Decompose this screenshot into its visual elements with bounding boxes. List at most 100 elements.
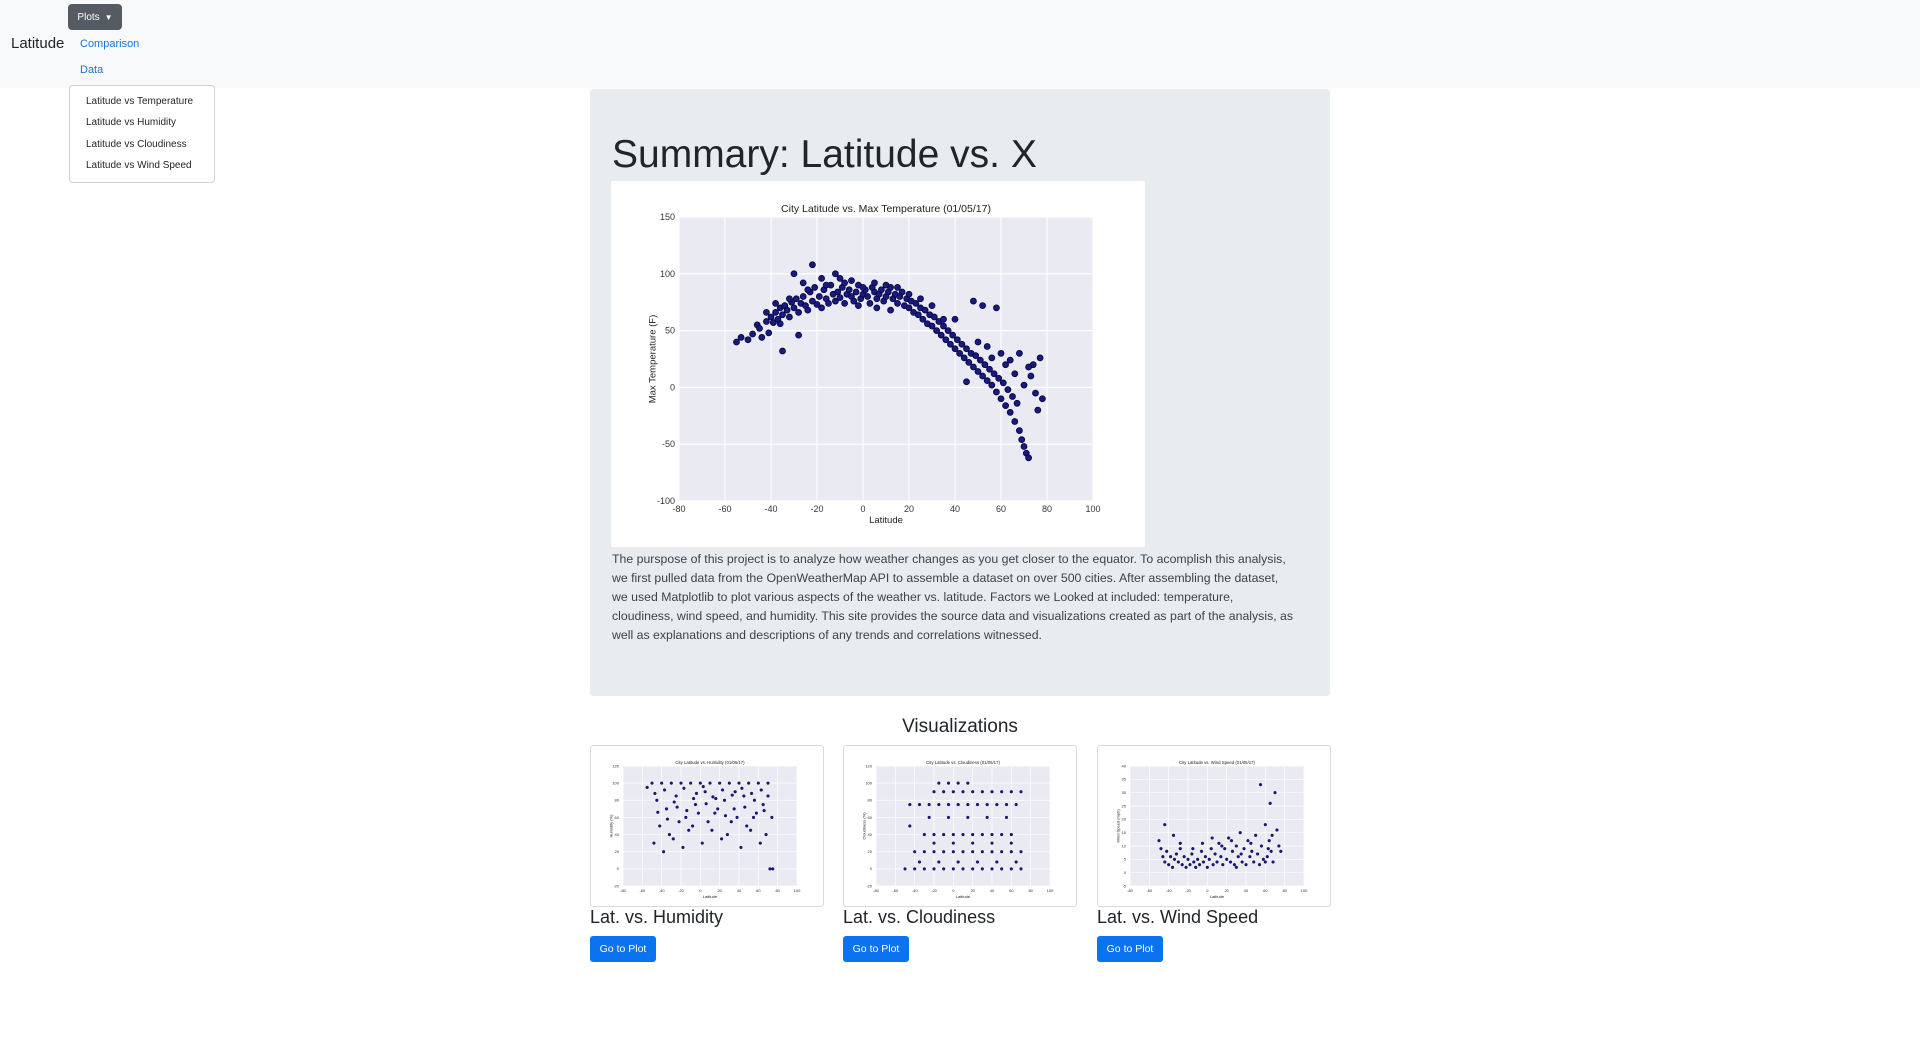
data-point — [927, 815, 931, 820]
data-point — [745, 824, 749, 828]
navbar-brand[interactable]: Latitude — [11, 35, 65, 52]
data-point — [956, 781, 960, 785]
go-to-plot-cloudiness-button[interactable]: Go to Plot — [843, 936, 909, 962]
plots-dropdown-button[interactable]: Plots ▼ — [68, 4, 122, 30]
data-point — [747, 781, 751, 785]
data-point — [1009, 867, 1013, 871]
data-point — [1020, 381, 1028, 389]
data-point — [723, 814, 728, 818]
data-point — [919, 315, 927, 323]
data-point — [704, 802, 708, 806]
plot-area — [623, 766, 797, 886]
go-to-plot-wind-speed-button[interactable]: Go to Plot — [1097, 936, 1163, 962]
data-point — [1269, 849, 1273, 853]
data-point — [971, 850, 975, 854]
nav-link-data[interactable]: Data — [80, 64, 104, 76]
data-point — [662, 850, 666, 854]
go-to-plot-humidity-button[interactable]: Go to Plot — [590, 936, 656, 962]
data-point — [766, 794, 770, 798]
data-point — [999, 379, 1007, 387]
data-point — [942, 850, 946, 854]
data-point — [1225, 857, 1229, 861]
dropdown-item-temperature[interactable]: Latitude vs Temperature — [86, 96, 194, 107]
data-point — [759, 788, 763, 792]
data-point — [650, 781, 654, 785]
cloudiness-thumbnail[interactable]: -80 -60 -40 -20 0 20 40 60 80 100 -20 0 20 40 60 80 100 1… — [843, 745, 1077, 907]
data-point — [667, 832, 671, 837]
data-point — [1220, 844, 1224, 848]
data-point — [873, 304, 881, 312]
data-point — [1236, 855, 1240, 859]
data-point — [1219, 855, 1223, 859]
data-point — [951, 867, 955, 871]
data-point — [887, 306, 894, 314]
data-point — [966, 781, 970, 785]
data-point — [679, 781, 683, 785]
data-point — [645, 785, 649, 790]
data-point — [1217, 841, 1221, 845]
x-tick-label: 60 — [996, 504, 1006, 514]
x-tick-label: 80 — [1028, 888, 1033, 893]
y-tick-label: 15 — [1122, 830, 1127, 835]
data-point — [1019, 790, 1023, 794]
dropdown-item-wind-speed[interactable]: Latitude vs Wind Speed — [86, 160, 192, 171]
y-tick-label: 40 — [1122, 763, 1127, 768]
y-tick-label: 0 — [617, 866, 620, 871]
data-point — [966, 815, 970, 820]
data-point — [961, 790, 965, 794]
dropdown-item-cloudiness[interactable]: Latitude vs Cloudiness — [86, 139, 187, 150]
data-point — [947, 340, 954, 348]
data-point — [908, 824, 912, 828]
data-point — [1178, 841, 1182, 845]
data-point — [966, 802, 970, 807]
data-point — [928, 302, 936, 309]
y-tick-label: 40 — [868, 832, 873, 837]
x-tick-label: -40 — [764, 504, 777, 514]
data-point — [1246, 839, 1250, 843]
x-tick-label: -60 — [892, 888, 899, 893]
data-point — [1011, 418, 1019, 425]
data-point — [799, 293, 807, 300]
data-point — [927, 802, 931, 807]
x-tick-label: -20 — [810, 504, 823, 514]
x-tick-label: 60 — [1263, 888, 1268, 893]
data-point — [770, 815, 774, 820]
data-point — [809, 261, 816, 269]
data-point — [737, 781, 741, 785]
data-point — [917, 860, 922, 864]
y-tick-label: 10 — [1122, 843, 1127, 848]
data-point — [1009, 832, 1013, 837]
data-point — [1016, 349, 1023, 357]
data-point — [951, 850, 955, 854]
y-tick-label: 150 — [660, 212, 675, 222]
dropdown-item-humidity[interactable]: Latitude vs Humidity — [86, 117, 177, 128]
data-point — [1009, 790, 1013, 794]
data-point — [749, 330, 756, 338]
data-point — [922, 867, 926, 871]
data-point — [951, 345, 959, 353]
data-point — [783, 306, 791, 314]
data-point — [1191, 847, 1195, 851]
humidity-thumbnail[interactable]: -80 -60 -40 -20 0 20 40 60 80 100 -20 0 20 40 60 80 100 1… — [590, 745, 824, 907]
humidity-scatter-plot: -80 -60 -40 -20 0 20 40 60 80 100 -20 0 20 40 60 80 100 1… — [609, 760, 802, 899]
y-tick-label: -100 — [657, 496, 675, 506]
data-point — [681, 845, 685, 850]
data-point — [815, 293, 823, 300]
data-point — [1186, 857, 1190, 861]
data-point — [951, 841, 955, 845]
y-axis-label: Max Temperature (F) — [648, 315, 659, 404]
temperature-scatter-plot: -80 -60 -40 -20 0 20 40 60 80 100 -100 -50 0 50 100 150… — [648, 203, 1101, 526]
data-point — [1238, 831, 1242, 835]
data-point — [894, 284, 901, 291]
data-point — [1174, 852, 1178, 856]
intro-line: well as explanations and descriptions of… — [612, 628, 1042, 642]
nav-link-comparison[interactable]: Comparison — [80, 38, 140, 50]
data-point — [1215, 860, 1219, 864]
data-point — [779, 347, 786, 355]
data-point — [1025, 363, 1032, 371]
wind-speed-thumbnail[interactable]: -80 -60 -40 -20 0 20 40 60 80 100 -5 0 5 10 15 20 25 30 35… — [1097, 745, 1331, 907]
data-point — [997, 395, 1005, 403]
data-point — [983, 343, 991, 350]
data-point — [953, 336, 961, 344]
data-point — [993, 304, 1000, 312]
